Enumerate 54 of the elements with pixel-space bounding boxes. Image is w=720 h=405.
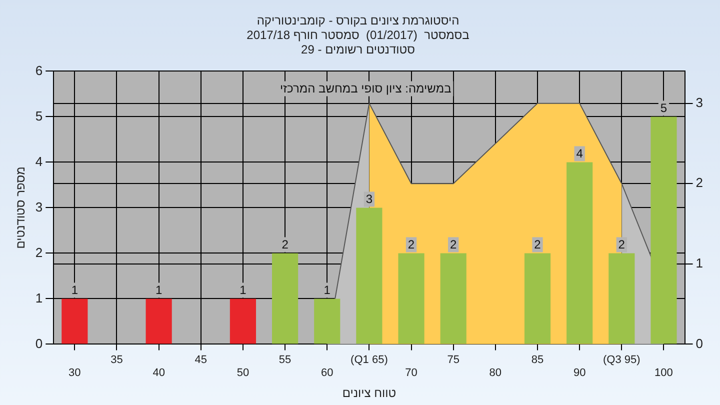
y-tick-label: 2 (35, 244, 43, 260)
y2-tick-label: 1 (696, 255, 704, 270)
data-label: 2 (618, 238, 626, 252)
x-tick-label: 30 (68, 367, 81, 380)
bar (566, 162, 593, 344)
x-tick-label: 100 (654, 367, 673, 380)
y-tick-label: 3 (35, 199, 43, 214)
x-tick-label: 85 (531, 354, 544, 366)
data-label: 1 (324, 283, 331, 298)
annotation: במשימה: ציון סופי במחשב המרכזי (280, 82, 452, 96)
y2-tick-label: 0 (696, 336, 704, 351)
bar (314, 298, 340, 344)
bar (230, 298, 256, 344)
data-label: 2 (534, 238, 542, 252)
chart-title: היסטוגרמת ציונים בקורס - קומבינטוריקה (256, 14, 460, 28)
x-tick-label: (Q1 65) (350, 354, 388, 366)
x-tick-label: 90 (573, 367, 586, 380)
x-tick-label: 80 (489, 367, 502, 380)
bar (398, 253, 424, 344)
bar (356, 208, 382, 344)
data-label: 3 (366, 192, 373, 206)
data-label: 2 (450, 238, 458, 252)
bar (608, 253, 635, 344)
y-tick-label: 0 (35, 336, 43, 351)
bar (146, 298, 172, 344)
x-tick-label: 45 (194, 354, 208, 366)
bar (272, 253, 298, 344)
x-tick-label: 75 (447, 354, 460, 366)
data-label: 5 (660, 101, 668, 116)
bar (524, 253, 551, 344)
data-label: 1 (71, 283, 78, 298)
y-tick-label: 4 (35, 154, 43, 169)
bar (440, 253, 466, 344)
y2-tick-label: 2 (696, 175, 704, 190)
x-tick-label: 50 (236, 367, 250, 380)
x-axis-title: טווח ציונים (342, 386, 396, 400)
x-tick-label: 70 (405, 367, 418, 380)
x-tick-label: (Q3 95) (603, 354, 640, 366)
x-tick-label: 60 (321, 367, 334, 380)
data-label: 4 (576, 146, 584, 161)
chart-subtitle: בסמסטר (01/2017) סמסטר חורף 2017/18 סטודנטים רשומים - 29 (246, 28, 470, 56)
data-label: 2 (282, 238, 289, 252)
x-tick-label: 40 (152, 367, 165, 380)
x-tick-label: 55 (278, 354, 292, 366)
y2-tick-label: 3 (696, 94, 704, 110)
data-label: 2 (408, 238, 415, 252)
y-axis-title: מספר סטודנטים (14, 166, 28, 249)
data-label: 1 (155, 283, 162, 298)
y-tick-label: 6 (35, 62, 43, 78)
y-tick-label: 5 (35, 108, 43, 124)
x-tick-label: 35 (110, 354, 123, 366)
data-label: 1 (240, 283, 247, 298)
bar (62, 298, 88, 344)
y-tick-label: 1 (35, 290, 43, 306)
